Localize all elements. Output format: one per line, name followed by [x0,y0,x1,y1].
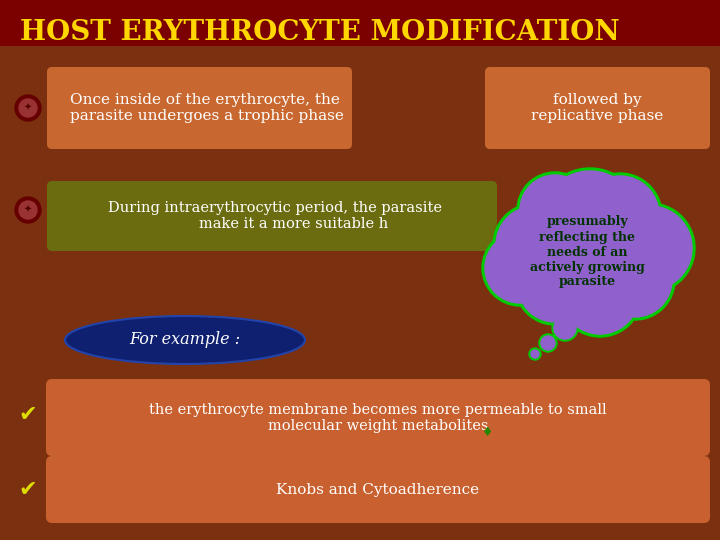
Circle shape [595,240,675,320]
Circle shape [520,175,590,245]
Circle shape [515,245,595,325]
FancyBboxPatch shape [46,379,710,456]
FancyBboxPatch shape [485,67,710,149]
Text: Knobs and Cytoadherence: Knobs and Cytoadherence [276,483,480,497]
Circle shape [15,197,41,223]
Text: ✦: ✦ [24,205,32,215]
Text: HOST ERYTHROCYTE MODIFICATION: HOST ERYTHROCYTE MODIFICATION [20,18,620,45]
Circle shape [15,95,41,121]
Circle shape [605,203,695,293]
Text: Once inside of the erythrocyte, the
parasite undergoes a trophic phase: Once inside of the erythrocyte, the para… [70,93,344,123]
Circle shape [581,176,659,254]
Text: presumably
reflecting the
needs of an
actively growing
parasite: presumably reflecting the needs of an ac… [530,215,644,288]
Circle shape [485,233,555,303]
Text: ✔: ✔ [19,480,37,500]
Text: ✦: ✦ [24,103,32,113]
Circle shape [493,203,577,287]
FancyBboxPatch shape [46,456,710,523]
Circle shape [19,201,37,219]
Circle shape [554,317,576,339]
Circle shape [598,243,672,317]
Circle shape [558,253,642,337]
Ellipse shape [65,316,305,364]
Text: For example :: For example : [130,332,240,348]
Circle shape [531,350,539,358]
Text: followed by
replicative phase: followed by replicative phase [531,93,663,123]
Circle shape [19,99,37,117]
Circle shape [482,230,558,306]
Circle shape [578,173,662,257]
Text: ✔: ✔ [19,405,37,425]
Circle shape [496,206,574,284]
Circle shape [517,172,593,248]
Text: ♦: ♦ [482,426,494,438]
Circle shape [539,334,557,352]
Circle shape [529,348,541,360]
FancyBboxPatch shape [47,67,352,149]
FancyBboxPatch shape [47,181,497,251]
Circle shape [518,248,592,322]
Circle shape [541,336,555,350]
Text: During intraerythrocytic period, the parasite
        make it a more suitable h: During intraerythrocytic period, the par… [108,201,442,231]
Circle shape [608,206,692,290]
FancyBboxPatch shape [0,0,720,46]
Circle shape [552,315,578,341]
Circle shape [538,168,642,272]
Text: the erythrocyte membrane becomes more permeable to small
molecular weight metabo: the erythrocyte membrane becomes more pe… [149,403,607,433]
Circle shape [561,256,639,334]
Circle shape [541,171,639,269]
